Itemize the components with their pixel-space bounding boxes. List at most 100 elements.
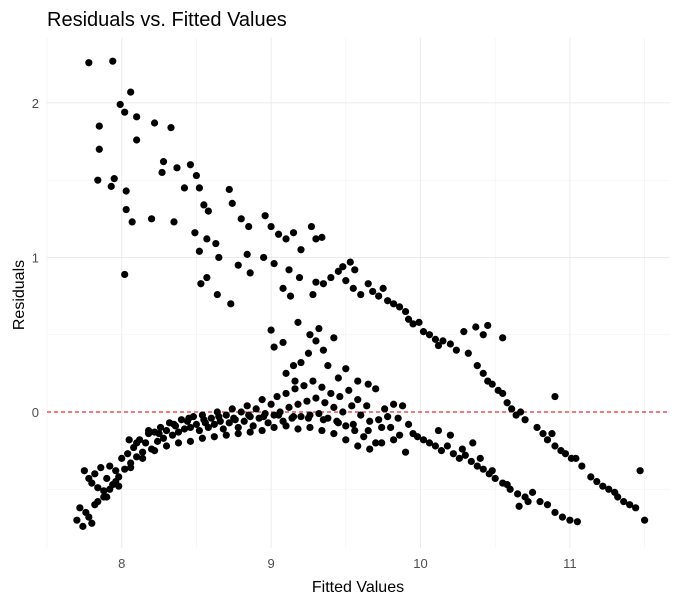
data-point xyxy=(212,239,220,248)
data-point xyxy=(342,277,350,285)
data-point xyxy=(159,434,168,442)
data-point xyxy=(139,454,147,462)
data-point xyxy=(128,218,136,226)
data-point xyxy=(267,222,275,231)
data-point xyxy=(364,426,372,435)
data-point xyxy=(327,389,335,398)
data-point xyxy=(312,235,320,243)
data-point xyxy=(593,477,601,486)
data-point xyxy=(419,328,428,336)
data-point xyxy=(315,409,323,418)
data-point xyxy=(91,470,99,478)
data-point xyxy=(499,389,507,398)
data-point xyxy=(186,423,195,432)
data-point xyxy=(227,300,235,308)
data-point xyxy=(375,416,383,424)
data-point xyxy=(319,416,327,424)
data-point xyxy=(614,493,622,501)
data-point xyxy=(558,513,567,521)
data-point xyxy=(409,320,417,328)
data-point xyxy=(366,445,374,453)
data-point xyxy=(249,422,257,430)
data-point xyxy=(515,502,523,510)
data-point xyxy=(246,269,254,277)
data-point xyxy=(139,448,147,456)
data-point xyxy=(312,278,320,286)
data-point xyxy=(243,402,251,410)
data-point xyxy=(307,222,316,231)
data-point xyxy=(378,439,386,447)
data-point xyxy=(252,405,260,413)
data-point xyxy=(294,318,302,326)
data-point xyxy=(536,498,544,506)
data-point xyxy=(297,358,305,367)
data-point xyxy=(312,394,320,402)
data-point xyxy=(439,337,447,345)
data-point xyxy=(521,416,529,424)
data-point xyxy=(476,454,484,462)
data-point xyxy=(200,201,208,209)
data-point xyxy=(452,346,460,354)
data-point xyxy=(384,413,392,421)
data-point xyxy=(133,439,141,447)
data-point xyxy=(372,439,380,447)
data-point xyxy=(488,380,496,388)
data-point xyxy=(488,467,496,475)
data-point xyxy=(449,450,457,458)
data-point xyxy=(215,253,223,262)
data-point xyxy=(346,258,354,266)
data-point xyxy=(303,397,311,405)
data-point xyxy=(282,422,290,430)
data-point xyxy=(573,518,581,526)
data-point xyxy=(626,501,634,509)
y-axis-title: Residuals xyxy=(11,260,28,330)
data-point xyxy=(203,235,211,243)
data-point xyxy=(124,450,132,458)
data-point xyxy=(153,437,162,445)
data-point xyxy=(467,457,475,466)
data-point xyxy=(354,396,362,404)
data-point xyxy=(369,287,377,296)
data-point xyxy=(260,253,268,262)
x-tick-label: 9 xyxy=(267,556,274,571)
data-point xyxy=(240,417,248,425)
data-point xyxy=(345,386,353,394)
data-point xyxy=(210,433,218,441)
data-point xyxy=(222,411,230,419)
data-point xyxy=(455,454,463,462)
data-point xyxy=(366,417,374,425)
data-point xyxy=(384,297,392,305)
data-point xyxy=(339,263,347,271)
data-point xyxy=(118,454,126,462)
data-point xyxy=(289,413,298,421)
data-point xyxy=(286,292,295,300)
data-point xyxy=(267,326,275,334)
data-point xyxy=(270,343,278,351)
data-point xyxy=(144,426,153,435)
data-point xyxy=(121,465,129,473)
data-point xyxy=(245,411,253,419)
data-point xyxy=(80,467,88,475)
data-point xyxy=(306,423,314,432)
data-point xyxy=(127,464,135,472)
data-point xyxy=(508,405,516,413)
data-point xyxy=(94,484,102,492)
x-tick-label: 10 xyxy=(413,556,427,571)
data-point xyxy=(133,453,141,461)
data-point xyxy=(289,362,298,370)
data-point xyxy=(431,335,440,343)
data-point xyxy=(401,307,410,316)
data-point xyxy=(425,331,434,339)
data-point xyxy=(225,185,233,194)
data-point xyxy=(219,425,227,433)
data-point xyxy=(267,400,275,408)
data-point xyxy=(460,328,468,336)
data-point xyxy=(230,414,238,422)
data-point xyxy=(551,508,559,517)
data-point xyxy=(234,261,242,269)
data-point xyxy=(390,400,398,408)
data-point xyxy=(357,411,365,419)
data-point xyxy=(381,405,389,413)
data-point xyxy=(319,346,327,354)
data-point xyxy=(228,199,236,207)
